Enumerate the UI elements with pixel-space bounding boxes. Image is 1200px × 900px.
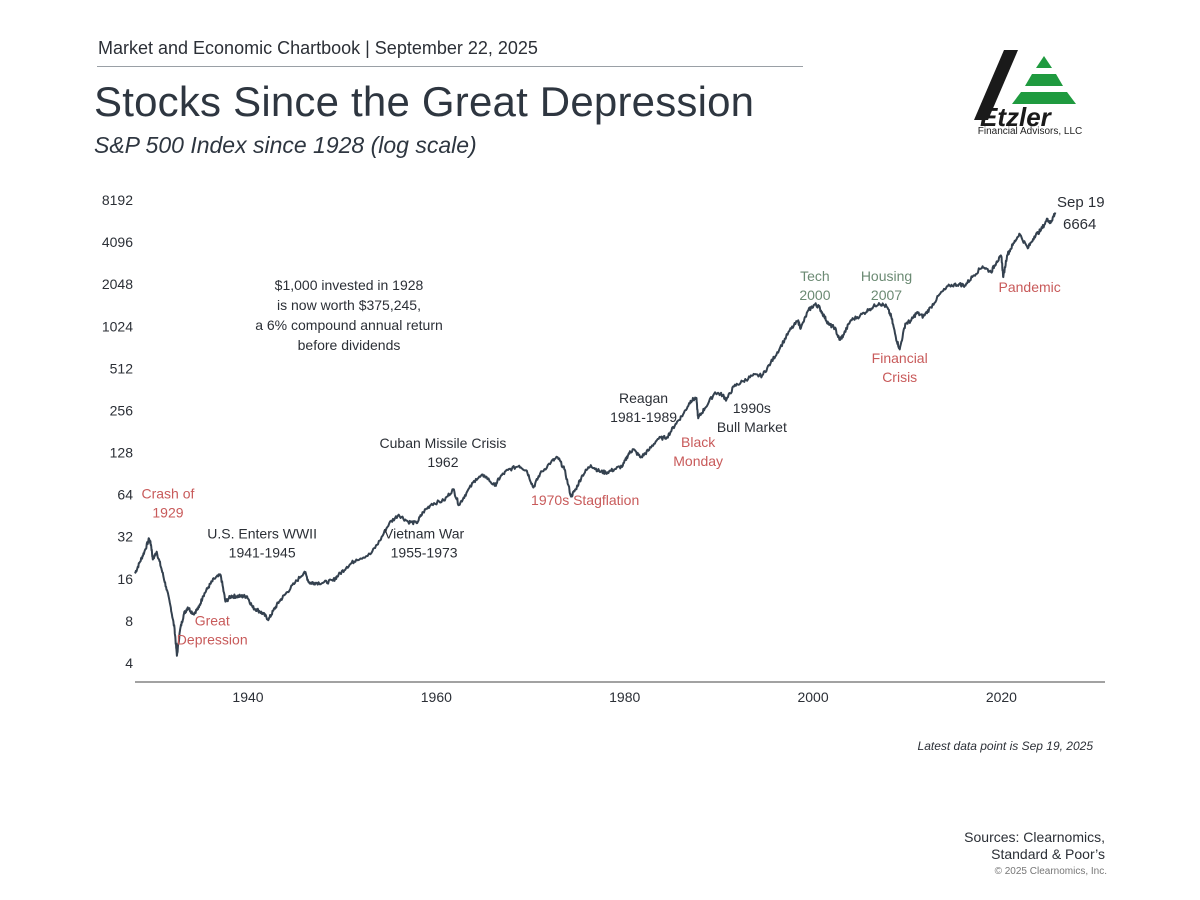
- annotation-label: Great: [195, 613, 230, 629]
- y-axis-ticks: 4 8 16 32 64 128 256 512 1024 2048 4096 8192: [102, 192, 133, 671]
- annotation-label: Financial: [872, 350, 928, 366]
- copyright-note: © 2025 Clearnomics, Inc.: [994, 866, 1107, 877]
- annotation-label: Bull Market: [717, 419, 787, 435]
- callout-line: is now worth $375,245,: [277, 297, 421, 313]
- chartbook-header: Market and Economic Chartbook | Septembe…: [98, 38, 538, 58]
- annotation-label: Cuban Missile Crisis: [380, 435, 507, 451]
- annotation-label: 1970s Stagflation: [531, 492, 639, 508]
- annotation-label: Monday: [673, 453, 723, 469]
- callout-text: $1,000 invested in 1928 is now worth $375…: [255, 277, 443, 353]
- annotation-label: 2000: [799, 287, 830, 303]
- sources-line-1: Sources: Clearnomics,: [964, 829, 1105, 845]
- annotation-layer: Crash of 1929 Great Depression U.S. Enters W…: [142, 268, 1061, 647]
- annotation-label: 1962: [427, 454, 458, 470]
- series-line: [134, 212, 1057, 657]
- etzler-logo: Etzler: [974, 50, 1076, 132]
- y-tick-label: 64: [117, 487, 133, 503]
- series-layer: [134, 212, 1057, 657]
- logo-triangle-base: [1012, 92, 1076, 104]
- annotation-label: Depression: [177, 632, 248, 648]
- annotation-label: U.S. Enters WWII: [207, 526, 317, 542]
- x-tick-label: 1960: [421, 689, 452, 705]
- annotation-label: 1941-1945: [229, 545, 296, 561]
- sources-note: Sources: Clearnomics, Standard & Poor’s: [880, 829, 1105, 863]
- end-label-value: 6664: [1063, 216, 1096, 233]
- annotation-label: 1981-1989: [610, 409, 677, 425]
- x-axis: 1940 1960 1980 2000 2020: [135, 681, 1105, 705]
- x-tick-label: 1980: [609, 689, 640, 705]
- header-divider: [97, 66, 803, 67]
- y-tick-label: 512: [110, 360, 134, 376]
- y-tick-label: 8192: [102, 192, 133, 208]
- latest-data-note: Latest data point is Sep 19, 2025: [917, 739, 1093, 753]
- logo-triangle-top: [1036, 56, 1052, 68]
- y-tick-label: 16: [117, 571, 133, 587]
- callout-line: before dividends: [298, 337, 401, 353]
- logo-wordmark: Etzler: [980, 102, 1053, 132]
- annotation-label: Housing: [861, 268, 912, 284]
- x-tick-label: 2000: [797, 689, 828, 705]
- y-tick-label: 4: [125, 655, 133, 671]
- annotation-label: 1929: [152, 505, 183, 521]
- annotation-label: 2007: [871, 287, 902, 303]
- annotation-label: Tech: [800, 268, 830, 284]
- y-tick-label: 8: [125, 613, 133, 629]
- annotation-label: Reagan: [619, 390, 668, 406]
- annotation-label: Crash of: [142, 486, 195, 502]
- x-tick-label: 1940: [232, 689, 263, 705]
- y-tick-label: 256: [110, 402, 134, 418]
- annotation-label: 1955-1973: [391, 545, 458, 561]
- annotation-label: Pandemic: [999, 279, 1061, 295]
- end-value-label: Sep 19 6664: [1057, 194, 1105, 233]
- page-title: Stocks Since the Great Depression: [94, 78, 755, 125]
- x-tick-label: 2020: [986, 689, 1017, 705]
- y-tick-label: 128: [110, 445, 134, 461]
- page-subtitle: S&P 500 Index since 1928 (log scale): [94, 132, 477, 158]
- annotation-label: Black: [681, 434, 716, 450]
- logo-subtext: Financial Advisors, LLC: [977, 126, 1083, 137]
- end-label-date: Sep 19: [1057, 194, 1105, 211]
- annotation-label: Crisis: [882, 369, 917, 385]
- logo-slash-shape: [974, 50, 1018, 120]
- y-tick-label: 1024: [102, 318, 133, 334]
- y-tick-label: 32: [117, 529, 133, 545]
- annotation-label: 1990s: [733, 400, 771, 416]
- callout-line: a 6% compound annual return: [255, 317, 443, 333]
- y-tick-label: 4096: [102, 234, 133, 250]
- annotation-label: Vietnam War: [384, 526, 464, 542]
- callout-line: $1,000 invested in 1928: [275, 277, 424, 293]
- logo-triangle-mid: [1025, 74, 1063, 86]
- sources-line-2: Standard & Poor’s: [991, 846, 1105, 862]
- y-tick-label: 2048: [102, 276, 133, 292]
